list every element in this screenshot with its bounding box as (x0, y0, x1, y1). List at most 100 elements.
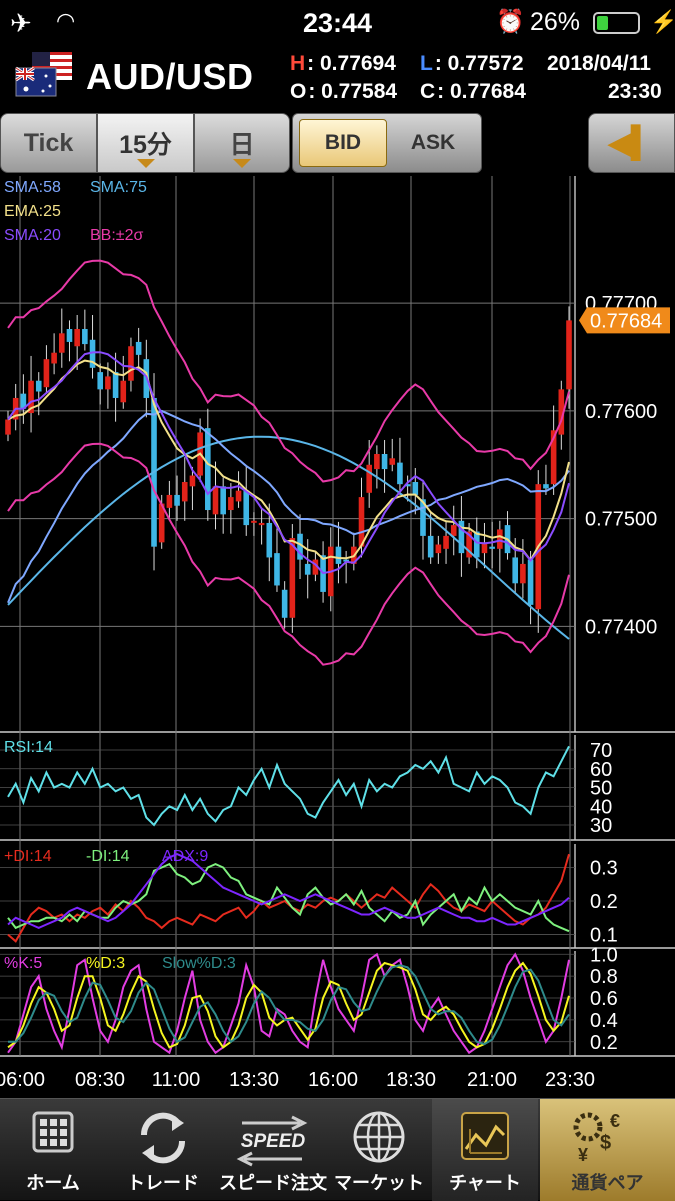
y-tick-label: 30 (590, 815, 612, 837)
candle (297, 533, 303, 560)
candle (497, 529, 503, 549)
x-tick-label: 18:30 (386, 1069, 436, 1091)
svg-text:¥: ¥ (578, 1145, 588, 1165)
candle (404, 484, 411, 487)
candle (558, 389, 565, 435)
tab-speed-order[interactable]: SPEED スピード注文 (218, 1099, 328, 1201)
tab-market[interactable]: マーケット (324, 1099, 434, 1201)
candle (5, 419, 11, 435)
y-tick-label: 40 (590, 796, 612, 818)
bollinger-upper-line (7, 259, 570, 483)
candle (158, 503, 165, 543)
candle (166, 494, 173, 508)
candle (304, 563, 311, 575)
indicator-legend: EMA:25 (4, 203, 61, 220)
candle (128, 346, 134, 381)
x-tick-label: 16:00 (308, 1069, 358, 1091)
candle (366, 464, 372, 493)
y-tick-label: 0.77600 (585, 401, 657, 423)
currency-pair[interactable]: AUD/USD (86, 56, 254, 97)
close-price: C: 0.77684 (420, 80, 526, 103)
candle (74, 329, 80, 347)
candle (112, 372, 119, 398)
panel-legend: ADX:9 (162, 848, 208, 865)
tab-currency-pairs[interactable]: € $ ¥ 通貨ペア (540, 1099, 675, 1201)
candle (51, 352, 57, 364)
svg-text:$: $ (600, 1132, 611, 1154)
chart-icon (461, 1112, 509, 1160)
candle (82, 329, 88, 345)
chart-area[interactable]: 06:00 08:30 11:00 13:30 16:00 18:30 21:00 23:30… (0, 176, 675, 1096)
candle (135, 341, 142, 355)
bid-ask-toggle: BID ASK (292, 113, 482, 173)
panel-toggle-button[interactable]: ◀▍ (588, 113, 675, 173)
wifi-icon: ◠ (56, 8, 76, 33)
candle (212, 486, 219, 515)
x-tick-label: 08:30 (75, 1069, 125, 1091)
candle (566, 320, 572, 390)
sma75-line (7, 435, 570, 640)
panel-legend: -DI:14 (86, 848, 130, 865)
alarm-icon: ⏰ (496, 8, 525, 34)
tab-trade[interactable]: トレード (110, 1099, 216, 1201)
y-tick-label: 0.4 (590, 1010, 618, 1032)
current-price-label: 0.77684 (590, 310, 662, 332)
candle (527, 559, 534, 605)
candle (97, 372, 104, 390)
candle (220, 486, 226, 515)
candle (381, 454, 388, 470)
candle (420, 499, 426, 536)
x-tick-label: 06:00 (0, 1069, 45, 1091)
candle (343, 559, 349, 562)
candle (43, 359, 50, 388)
candle (66, 329, 73, 342)
y-tick-label: 70 (590, 740, 612, 762)
x-tick-label: 23:30 (545, 1069, 595, 1091)
candle (312, 559, 319, 575)
candle (58, 333, 65, 353)
x-tick-label: 13:30 (229, 1069, 279, 1091)
ask-button[interactable]: ASK (410, 131, 456, 154)
quote-header: AUD/USD H: 0.77694 L: 0.77572 2018/04/11… (0, 44, 675, 110)
y-tick-label: 0.2 (590, 1032, 618, 1054)
candle (35, 380, 42, 392)
current-price-tag (579, 307, 670, 334)
candle (20, 393, 27, 409)
battery-icon (593, 12, 640, 34)
candle (520, 563, 526, 584)
grid-icon (32, 1111, 74, 1153)
aud-usd-flag-icon[interactable] (14, 50, 74, 100)
panel-title: RSI:14 (4, 739, 53, 756)
candle (274, 553, 280, 586)
candle (258, 522, 265, 526)
candle (28, 380, 34, 414)
candle (397, 462, 403, 485)
sma20-line (7, 351, 570, 575)
candle (335, 546, 342, 564)
y-tick-label: 0.6 (590, 988, 618, 1010)
y-tick-label: 0.2 (590, 891, 618, 913)
panel-legend: Slow%D:3 (162, 955, 236, 972)
tab-home[interactable]: ホーム (0, 1099, 106, 1201)
open-price: O: 0.77584 (290, 80, 398, 103)
indicator-line (7, 853, 570, 929)
y-tick-label: 0.77400 (585, 616, 657, 638)
x-tick-label: 11:00 (152, 1069, 201, 1091)
interval-15min-button[interactable]: 15分 (97, 113, 194, 173)
candle (481, 542, 488, 554)
candle (205, 428, 211, 511)
day-button[interactable]: 日 (194, 113, 290, 173)
indicator-legend: BB:±2σ (90, 227, 143, 244)
x-tick-label: 21:00 (467, 1069, 517, 1091)
bid-button[interactable]: BID (299, 119, 387, 167)
indicator-legend: SMA:20 (4, 227, 61, 244)
tab-chart[interactable]: チャート (432, 1099, 538, 1201)
y-tick-label: 0.3 (590, 857, 618, 879)
status-time: 23:44 (302, 8, 373, 38)
candle (105, 376, 111, 390)
candle (120, 380, 127, 403)
tick-button[interactable]: Tick (0, 113, 97, 173)
y-tick-label: 0.8 (590, 966, 618, 988)
candle (189, 475, 196, 487)
indicator-line (8, 964, 570, 1046)
